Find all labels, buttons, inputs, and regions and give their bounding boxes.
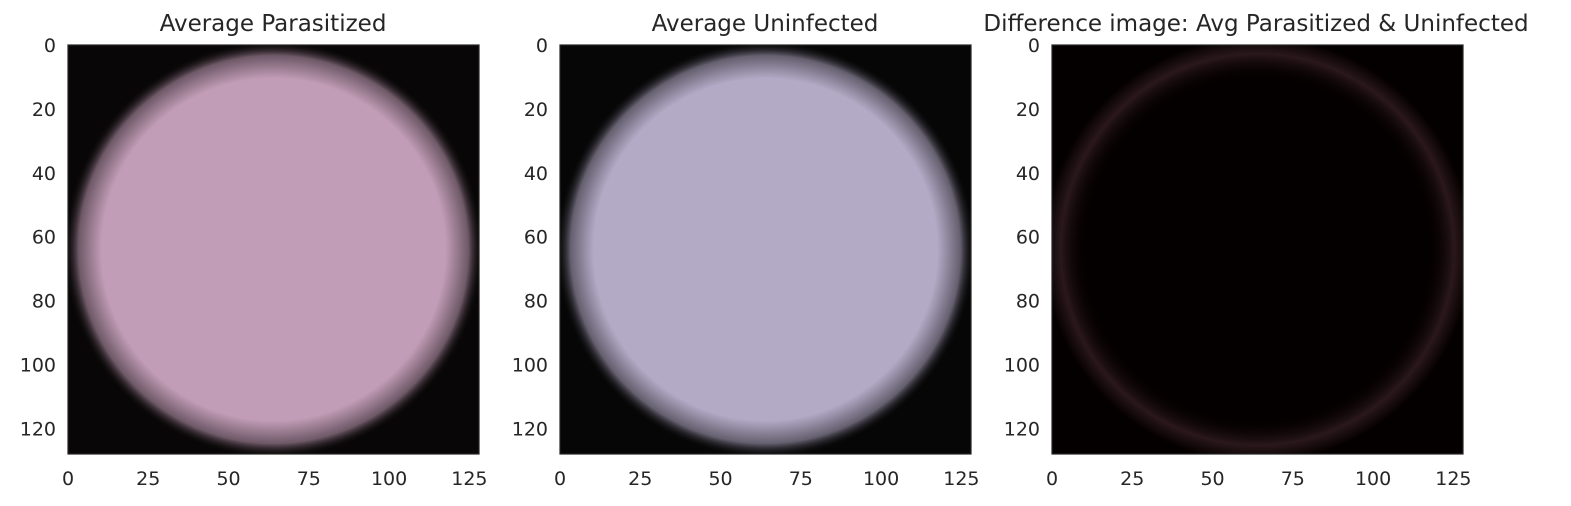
- y-tick-label: 120: [20, 418, 56, 440]
- y-tick-label: 100: [512, 355, 548, 377]
- chart-title: Average Uninfected: [651, 11, 879, 37]
- cell-disk: [68, 45, 479, 454]
- x-tick-label: 100: [1355, 468, 1391, 490]
- x-tick-label: 50: [708, 468, 732, 490]
- axes-frame: [1051, 44, 1464, 455]
- y-tick-label: 0: [44, 35, 56, 57]
- y-tick-label: 40: [32, 163, 56, 185]
- x-tick-label: 100: [863, 468, 899, 490]
- x-tick-label: 25: [628, 468, 652, 490]
- y-tick-label: 0: [1028, 35, 1040, 57]
- image-area: [560, 45, 971, 454]
- x-tick-label: 75: [789, 468, 813, 490]
- x-tick-label: 0: [1046, 468, 1058, 490]
- panel-average-parasitized: Average Parasitized 0 25 50 75 100 125 0 20 40 60…: [0, 0, 500, 506]
- x-tick-label: 25: [1120, 468, 1144, 490]
- y-tick-label: 80: [1016, 291, 1040, 313]
- y-tick-label: 20: [1016, 99, 1040, 121]
- chart-title: Difference image: Avg Parasitized & Unin…: [983, 11, 1529, 37]
- chart-svg: 0 25 50 75 100 125 0 20 40 60 80 100 120: [512, 35, 980, 490]
- y-tick-label: 120: [512, 418, 548, 440]
- image-area: [68, 45, 479, 454]
- axes-frame: [67, 44, 480, 455]
- panel-difference-image: Difference image: Avg Parasitized & Unin…: [983, 0, 1571, 506]
- x-tick-label: 125: [1435, 468, 1471, 490]
- x-tick-label: 0: [62, 468, 74, 490]
- y-tick-label: 40: [1016, 163, 1040, 185]
- x-tick-label: 125: [943, 468, 979, 490]
- x-tick-label: 75: [297, 468, 321, 490]
- chart-svg: 0 25 50 75 100 125 0 20 40 60 80 100 120: [20, 35, 488, 490]
- x-tick-label: 125: [451, 468, 487, 490]
- y-tick-label: 80: [524, 291, 548, 313]
- x-tick-label: 100: [371, 468, 407, 490]
- chart-svg: 0 25 50 75 100 125 0 20 40 60 80 100 120: [1004, 35, 1472, 490]
- panel-average-uninfected: Average Uninfected 0 25 50 75 100 125 0 20 40 60 8…: [492, 0, 992, 506]
- y-tick-label: 40: [524, 163, 548, 185]
- x-tick-label: 0: [554, 468, 566, 490]
- cell-disk: [560, 45, 971, 454]
- y-tick-label: 60: [524, 227, 548, 249]
- axes-frame: [559, 44, 972, 455]
- x-tick-label: 25: [136, 468, 160, 490]
- y-tick-label: 60: [1016, 227, 1040, 249]
- x-tick-label: 50: [1200, 468, 1224, 490]
- y-tick-label: 80: [32, 291, 56, 313]
- chart-title: Average Parasitized: [159, 11, 387, 37]
- y-tick-label: 60: [32, 227, 56, 249]
- y-tick-label: 120: [1004, 418, 1040, 440]
- x-tick-label: 50: [216, 468, 240, 490]
- difference-ring: [1052, 45, 1463, 454]
- y-tick-label: 20: [32, 99, 56, 121]
- y-tick-label: 100: [20, 355, 56, 377]
- y-tick-label: 100: [1004, 355, 1040, 377]
- x-tick-label: 75: [1281, 468, 1305, 490]
- y-tick-label: 20: [524, 99, 548, 121]
- y-tick-label: 0: [536, 35, 548, 57]
- image-area: [1052, 45, 1463, 454]
